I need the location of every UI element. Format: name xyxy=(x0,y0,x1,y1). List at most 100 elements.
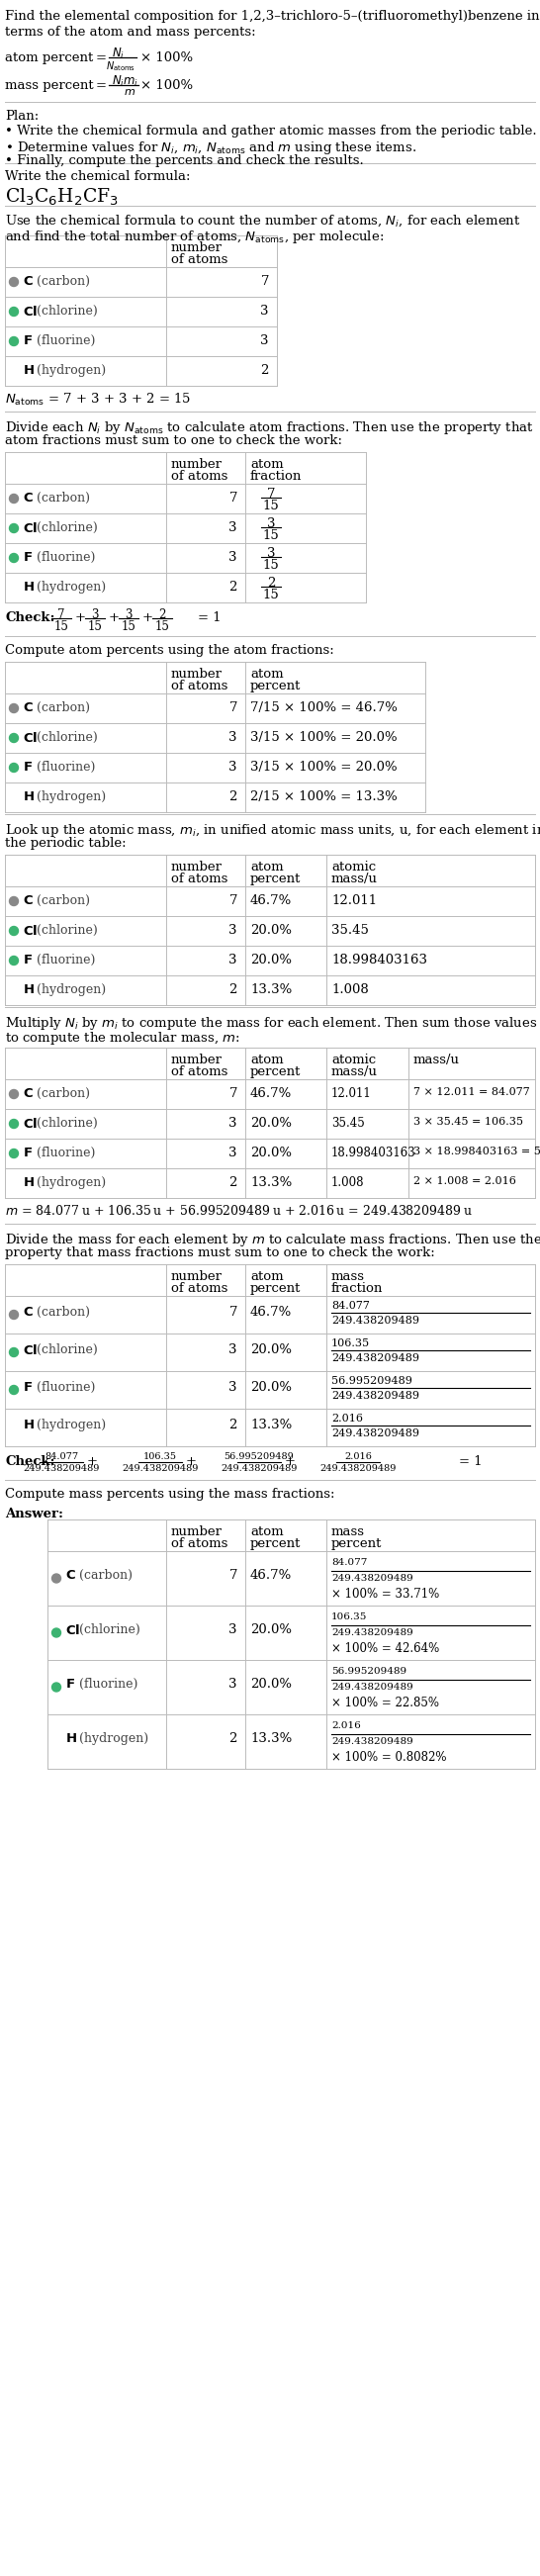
Text: 35.45: 35.45 xyxy=(332,925,369,938)
Text: 7: 7 xyxy=(229,1087,238,1100)
Text: $\mathbf{C}$: $\mathbf{C}$ xyxy=(23,492,33,505)
Text: 3: 3 xyxy=(229,1146,238,1159)
Text: of atoms: of atoms xyxy=(171,1538,228,1551)
Text: 106.35: 106.35 xyxy=(332,1340,370,1347)
Text: 3: 3 xyxy=(229,551,238,564)
Text: atomic: atomic xyxy=(332,860,376,873)
Text: number: number xyxy=(171,1525,222,1538)
Text: $\mathbf{H}$: $\mathbf{H}$ xyxy=(23,791,35,804)
Text: Compute mass percents using the mass fractions:: Compute mass percents using the mass fra… xyxy=(5,1489,335,1502)
Text: percent: percent xyxy=(250,873,301,886)
Text: Use the chemical formula to count the number of atoms, $N_i$, for each element: Use the chemical formula to count the nu… xyxy=(5,214,521,229)
Text: (hydrogen): (hydrogen) xyxy=(37,1177,106,1190)
Text: property that mass fractions must sum to one to check the work:: property that mass fractions must sum to… xyxy=(5,1247,435,1260)
Text: 20.0%: 20.0% xyxy=(250,1345,292,1355)
Text: of atoms: of atoms xyxy=(171,252,228,265)
Text: 2: 2 xyxy=(229,984,238,997)
Circle shape xyxy=(9,307,18,317)
Text: of atoms: of atoms xyxy=(171,1066,228,1079)
Text: $N_i m_i$: $N_i m_i$ xyxy=(112,75,139,90)
Text: 249.438209489: 249.438209489 xyxy=(332,1430,420,1437)
Text: Divide the mass for each element by $m$ to calculate mass fractions. Then use th: Divide the mass for each element by $m$ … xyxy=(5,1231,540,1249)
Text: $\mathbf{C}$: $\mathbf{C}$ xyxy=(23,276,33,289)
Text: $\mathbf{C}$: $\mathbf{C}$ xyxy=(23,1306,33,1319)
Text: 84.077: 84.077 xyxy=(44,1453,78,1461)
Text: 2: 2 xyxy=(267,577,275,590)
Text: $\mathbf{F}$: $\mathbf{F}$ xyxy=(23,335,32,348)
Text: (hydrogen): (hydrogen) xyxy=(37,580,106,592)
Text: 249.438209489: 249.438209489 xyxy=(332,1391,420,1401)
Text: 2: 2 xyxy=(229,580,238,592)
Text: 15: 15 xyxy=(87,621,102,634)
Text: × 100% = 22.85%: × 100% = 22.85% xyxy=(332,1698,439,1710)
Text: fraction: fraction xyxy=(250,469,302,482)
Text: $\mathbf{H}$: $\mathbf{H}$ xyxy=(23,580,35,592)
Text: $N_\mathrm{atoms}$ = 7 + 3 + 3 + 2 = 15: $N_\mathrm{atoms}$ = 7 + 3 + 3 + 2 = 15 xyxy=(5,392,191,407)
Text: mass/u: mass/u xyxy=(332,873,378,886)
Text: 20.0%: 20.0% xyxy=(250,1118,292,1131)
Circle shape xyxy=(9,366,18,376)
Circle shape xyxy=(9,337,18,345)
Text: 84.077: 84.077 xyxy=(332,1301,370,1311)
Text: Check:: Check: xyxy=(5,611,55,623)
Text: 3: 3 xyxy=(267,546,275,559)
Text: 106.35: 106.35 xyxy=(332,1613,367,1620)
Text: 35.45: 35.45 xyxy=(332,1118,364,1131)
Text: number: number xyxy=(171,459,222,471)
Text: 15: 15 xyxy=(54,621,69,634)
Text: • Determine values for $N_i$, $m_i$, $N_\mathrm{atoms}$ and $m$ using these item: • Determine values for $N_i$, $m_i$, $N_… xyxy=(5,139,416,157)
Text: atom: atom xyxy=(250,667,284,680)
Text: the periodic table:: the periodic table: xyxy=(5,837,126,850)
Text: 20.0%: 20.0% xyxy=(250,953,292,966)
Text: 2: 2 xyxy=(159,608,166,621)
Text: • Write the chemical formula and gather atomic masses from the periodic table.: • Write the chemical formula and gather … xyxy=(5,124,537,137)
Text: $\mathbf{Cl}$: $\mathbf{Cl}$ xyxy=(23,304,38,319)
Text: 20.0%: 20.0% xyxy=(250,1677,292,1690)
Circle shape xyxy=(9,1311,18,1319)
Circle shape xyxy=(52,1628,61,1638)
Text: (hydrogen): (hydrogen) xyxy=(37,1419,106,1432)
Text: of atoms: of atoms xyxy=(171,469,228,482)
Text: $\mathbf{Cl}$: $\mathbf{Cl}$ xyxy=(23,732,38,744)
Text: $\mathbf{C}$: $\mathbf{C}$ xyxy=(65,1569,76,1582)
Circle shape xyxy=(9,1121,18,1128)
Text: × 100%: × 100% xyxy=(140,80,193,93)
Text: number: number xyxy=(171,667,222,680)
Text: mass/u: mass/u xyxy=(414,1054,460,1066)
Text: 249.438209489: 249.438209489 xyxy=(23,1463,99,1473)
Text: atom: atom xyxy=(250,459,284,471)
Text: (fluorine): (fluorine) xyxy=(37,1146,96,1159)
Text: 20.0%: 20.0% xyxy=(250,1146,292,1159)
Text: 1.008: 1.008 xyxy=(332,1177,364,1190)
Text: $\mathbf{Cl}$: $\mathbf{Cl}$ xyxy=(23,1345,38,1358)
Text: number: number xyxy=(171,1054,222,1066)
Text: +: + xyxy=(109,611,120,623)
Text: 15: 15 xyxy=(121,621,136,634)
Text: (fluorine): (fluorine) xyxy=(37,760,96,773)
Text: (chlorine): (chlorine) xyxy=(37,304,98,317)
Text: 249.438209489: 249.438209489 xyxy=(332,1682,413,1692)
Text: (hydrogen): (hydrogen) xyxy=(79,1731,149,1744)
Text: percent: percent xyxy=(332,1538,382,1551)
Text: 249.438209489: 249.438209489 xyxy=(332,1316,420,1327)
Circle shape xyxy=(9,956,18,966)
Text: mass: mass xyxy=(332,1525,365,1538)
Text: 249.438209489: 249.438209489 xyxy=(332,1352,420,1363)
Text: 13.3%: 13.3% xyxy=(250,1419,292,1432)
Text: $\mathbf{F}$: $\mathbf{F}$ xyxy=(23,1381,32,1394)
Circle shape xyxy=(9,762,18,773)
Text: 3/15 × 100% = 20.0%: 3/15 × 100% = 20.0% xyxy=(250,760,397,773)
Text: = 1: = 1 xyxy=(198,611,221,623)
Text: (fluorine): (fluorine) xyxy=(37,335,96,348)
Text: (carbon): (carbon) xyxy=(79,1569,132,1582)
Text: +: + xyxy=(75,611,86,623)
Circle shape xyxy=(52,1736,61,1747)
Text: 249.438209489: 249.438209489 xyxy=(221,1463,298,1473)
Text: =: = xyxy=(96,52,107,64)
Text: (chlorine): (chlorine) xyxy=(37,1345,98,1355)
Text: 3: 3 xyxy=(229,1623,238,1636)
Text: 15: 15 xyxy=(262,528,279,541)
Text: (carbon): (carbon) xyxy=(37,701,90,714)
Text: $\mathbf{C}$: $\mathbf{C}$ xyxy=(23,1087,33,1100)
Text: 18.998403163: 18.998403163 xyxy=(332,1146,416,1159)
